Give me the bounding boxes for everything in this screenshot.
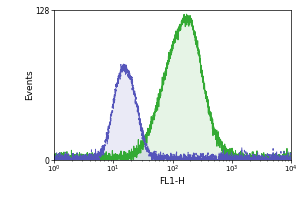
X-axis label: FL1-H: FL1-H: [160, 177, 185, 186]
Y-axis label: Events: Events: [25, 70, 34, 100]
